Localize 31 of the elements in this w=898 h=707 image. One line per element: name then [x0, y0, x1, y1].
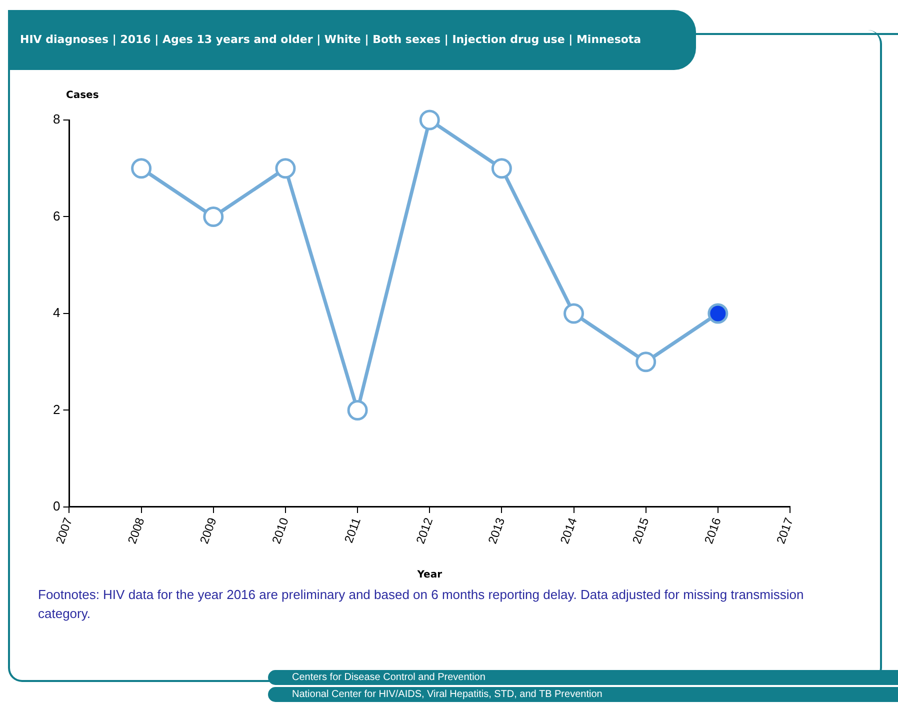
x-axis-title: Year: [416, 570, 442, 581]
x-tick-label: 2013: [485, 516, 508, 546]
point: [564, 303, 584, 324]
y-tick-label: 4: [52, 305, 60, 320]
y-axis-title: Cases: [66, 90, 99, 101]
x-tick-label: 2012: [413, 516, 436, 546]
y-tick-label: 6: [52, 208, 60, 224]
x-tick-label: 2009: [197, 516, 220, 546]
point: [491, 158, 512, 179]
x-tick-label: 2011: [341, 516, 364, 545]
x-tick-label: 2017: [774, 516, 796, 546]
text: Centers for Disease Control and Prevention: [268, 670, 898, 685]
text: Footnotes: HIV data for the year 2016 are preliminary and based on 6 months reporting delay. Data adjusted for missing transmission category.: [38, 586, 805, 623]
text: National Center for HIV/AIDS, Viral Hepatitis, STD, and TB Prevention: [268, 687, 898, 702]
x-tick-label: 2015: [630, 516, 652, 546]
x-tick-label: 2016: [702, 516, 724, 546]
x-tick-label: 2014: [557, 516, 580, 546]
x-tick-label: 2007: [52, 516, 76, 546]
x-tick-label: 2010: [269, 516, 292, 546]
point: [203, 206, 224, 227]
x-tick-label: 2008: [124, 516, 148, 546]
point: [636, 352, 656, 372]
point: [708, 303, 728, 324]
y-tick-label: 2: [52, 402, 60, 417]
point: [347, 400, 368, 420]
y-tick-label: 8: [52, 112, 60, 127]
y-tick-label: 0: [52, 498, 60, 514]
point: [131, 158, 152, 179]
point: [419, 110, 440, 130]
chart-title: HIV diagnoses | 2016 | Ages 13 years and older | White | Both sexes | Injection drug use | Minnesota: [8, 10, 696, 70]
point: [275, 158, 296, 179]
